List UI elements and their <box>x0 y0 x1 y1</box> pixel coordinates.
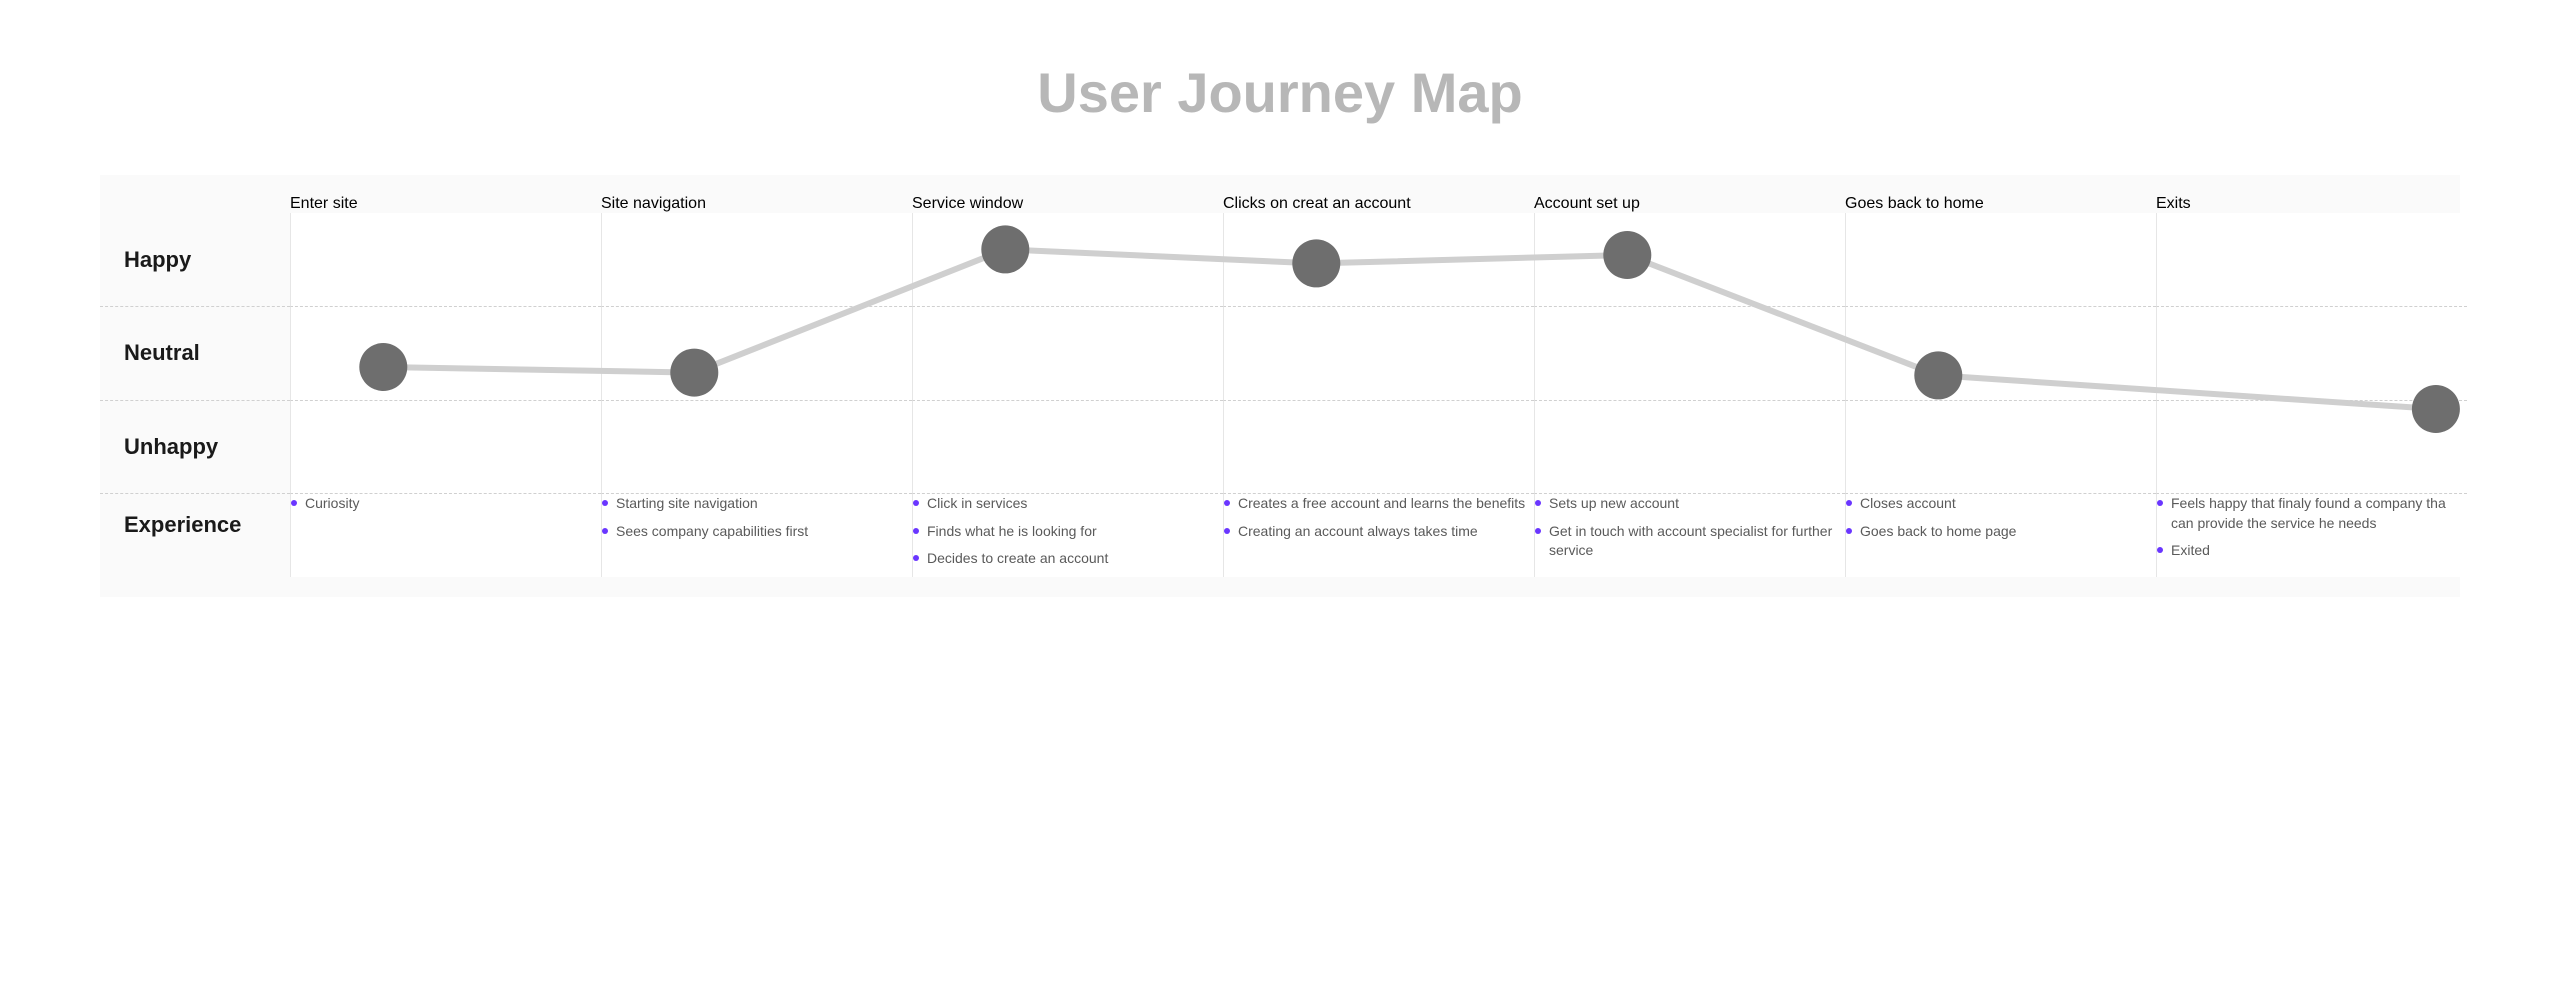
experience-list: Starting site navigation Sees company cap… <box>602 494 912 541</box>
chart-cell <box>1223 400 1534 493</box>
experience-item: Sees company capabilities first <box>602 522 912 542</box>
chart-cell <box>2156 306 2467 399</box>
experience-item: Goes back to home page <box>1846 522 2156 542</box>
experience-cell: Closes account Goes back to home page <box>1845 493 2156 577</box>
experience-cell: Curiosity <box>290 493 601 577</box>
experience-item: Click in services <box>913 494 1223 514</box>
experience-list: Click in services Finds what he is lookin… <box>913 494 1223 569</box>
stage-header: Exits <box>2156 195 2467 213</box>
chart-cell <box>1223 306 1534 399</box>
experience-item: Starting site navigation <box>602 494 912 514</box>
experience-list: Curiosity <box>291 494 601 514</box>
journey-container: Enter siteSite navigationService windowC… <box>100 175 2460 597</box>
page-title: User Journey Map <box>100 60 2460 125</box>
experience-item: Exited <box>2157 541 2467 561</box>
chart-cell <box>912 213 1223 306</box>
chart-cell <box>2156 400 2467 493</box>
experience-item: Creating an account always takes time <box>1224 522 1534 542</box>
chart-cell <box>601 306 912 399</box>
chart-cell <box>1223 213 1534 306</box>
chart-cell <box>1845 306 2156 399</box>
experience-item: Feels happy that finaly found a company … <box>2157 494 2467 533</box>
experience-item: Finds what he is looking for <box>913 522 1223 542</box>
experience-list: Closes account Goes back to home page <box>1846 494 2156 541</box>
chart-cell <box>912 400 1223 493</box>
experience-cell: Starting site navigation Sees company cap… <box>601 493 912 577</box>
chart-cell <box>601 400 912 493</box>
row-label-neutral: Neutral <box>100 306 290 399</box>
row-label-happy: Happy <box>100 213 290 306</box>
stage-header: Service window <box>912 195 1223 213</box>
chart-cell <box>290 306 601 399</box>
experience-item: Sets up new account <box>1535 494 1845 514</box>
row-label-unhappy: Unhappy <box>100 400 290 493</box>
journey-grid: Enter siteSite navigationService windowC… <box>100 195 2467 577</box>
chart-cell <box>1534 213 1845 306</box>
chart-cell <box>290 213 601 306</box>
chart-cell <box>1534 400 1845 493</box>
experience-cell: Feels happy that finaly found a company … <box>2156 493 2467 577</box>
experience-list: Feels happy that finaly found a company … <box>2157 494 2467 561</box>
stage-header: Clicks on creat an account <box>1223 195 1534 213</box>
experience-cell: Sets up new account Get in touch with acc… <box>1534 493 1845 577</box>
experience-list: Sets up new account Get in touch with acc… <box>1535 494 1845 561</box>
experience-item: Closes account <box>1846 494 2156 514</box>
experience-cell: Creates a free account and learns the be… <box>1223 493 1534 577</box>
chart-cell <box>2156 213 2467 306</box>
experience-item: Decides to create an account <box>913 549 1223 569</box>
experience-item: Curiosity <box>291 494 601 514</box>
row-label-experience: Experience <box>100 493 290 577</box>
chart-cell <box>601 213 912 306</box>
experience-item: Creates a free account and learns the be… <box>1224 494 1534 514</box>
experience-item: Get in touch with account specialist for… <box>1535 522 1845 561</box>
stage-header: Account set up <box>1534 195 1845 213</box>
stage-header: Site navigation <box>601 195 912 213</box>
empty-corner <box>100 195 290 213</box>
experience-cell: Click in services Finds what he is lookin… <box>912 493 1223 577</box>
stage-header: Enter site <box>290 195 601 213</box>
chart-cell <box>1845 213 2156 306</box>
chart-cell <box>290 400 601 493</box>
stage-header: Goes back to home <box>1845 195 2156 213</box>
chart-cell <box>1845 400 2156 493</box>
chart-cell <box>912 306 1223 399</box>
experience-list: Creates a free account and learns the be… <box>1224 494 1534 541</box>
chart-cell <box>1534 306 1845 399</box>
